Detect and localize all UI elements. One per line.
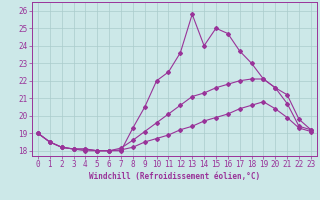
X-axis label: Windchill (Refroidissement éolien,°C): Windchill (Refroidissement éolien,°C) <box>89 172 260 181</box>
